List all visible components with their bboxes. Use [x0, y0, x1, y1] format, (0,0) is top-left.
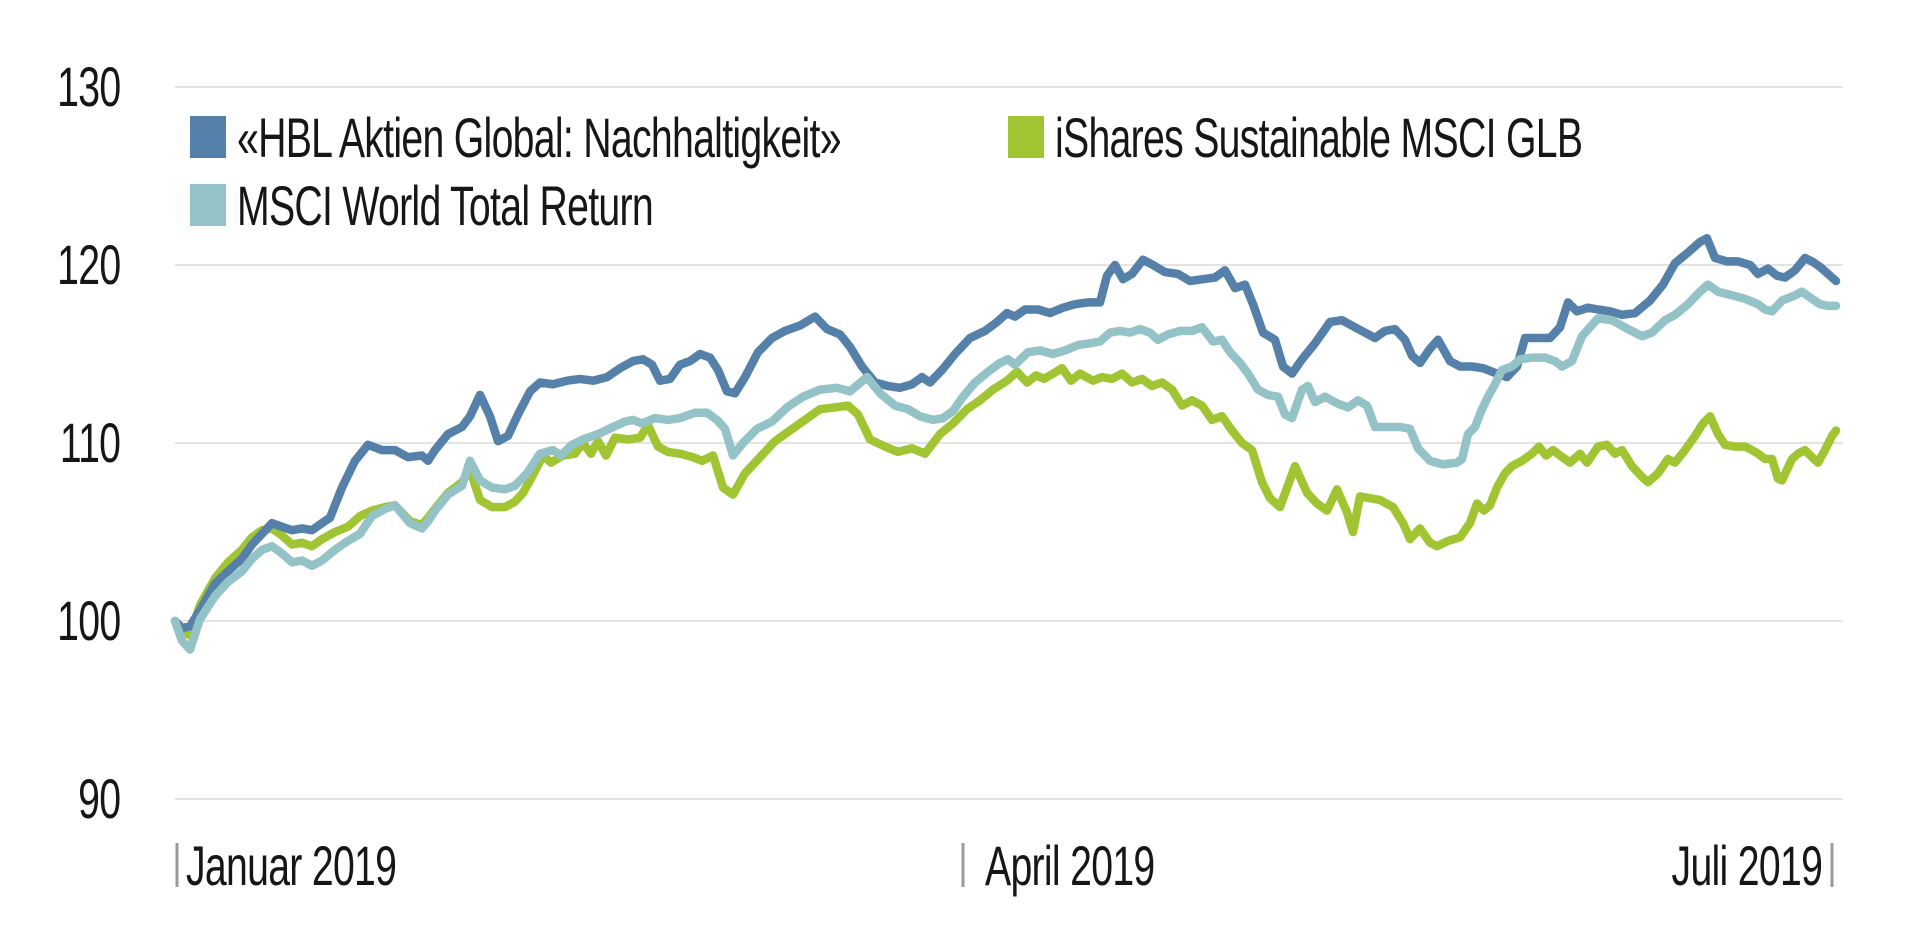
y-axis-label-90: 90 — [77, 767, 121, 830]
y-axis-label-120: 120 — [56, 233, 121, 296]
x-axis-label-juli-2019: Juli 2019 — [1671, 834, 1822, 897]
y-axis-label-110: 110 — [59, 411, 121, 474]
x-axis-label-januar-2019: Januar 2019 — [186, 834, 397, 897]
legend-label-ishares-sustainable: iShares Sustainable MSCI GLB — [1055, 106, 1583, 169]
legend-swatch-ishares-sustainable — [1008, 116, 1044, 158]
hbl-aktien-global-line — [170, 234, 1841, 633]
y-axis-label-130: 130 — [56, 55, 121, 118]
legend-swatch-msci-world — [190, 184, 226, 226]
y-axis-label-100: 100 — [56, 589, 121, 652]
legend-label-hbl-aktien-global: «HBL Aktien Global: Nachhaltigkeit» — [237, 106, 841, 169]
legend-label-msci-world: MSCI World Total Return — [237, 174, 654, 237]
legend-swatch-hbl-aktien-global — [190, 116, 226, 158]
msci-world-total-return-line — [170, 280, 1841, 654]
x-axis-label-april-2019: April 2019 — [985, 834, 1155, 897]
ishares-sustainable-msci-glb-line — [170, 363, 1841, 640]
